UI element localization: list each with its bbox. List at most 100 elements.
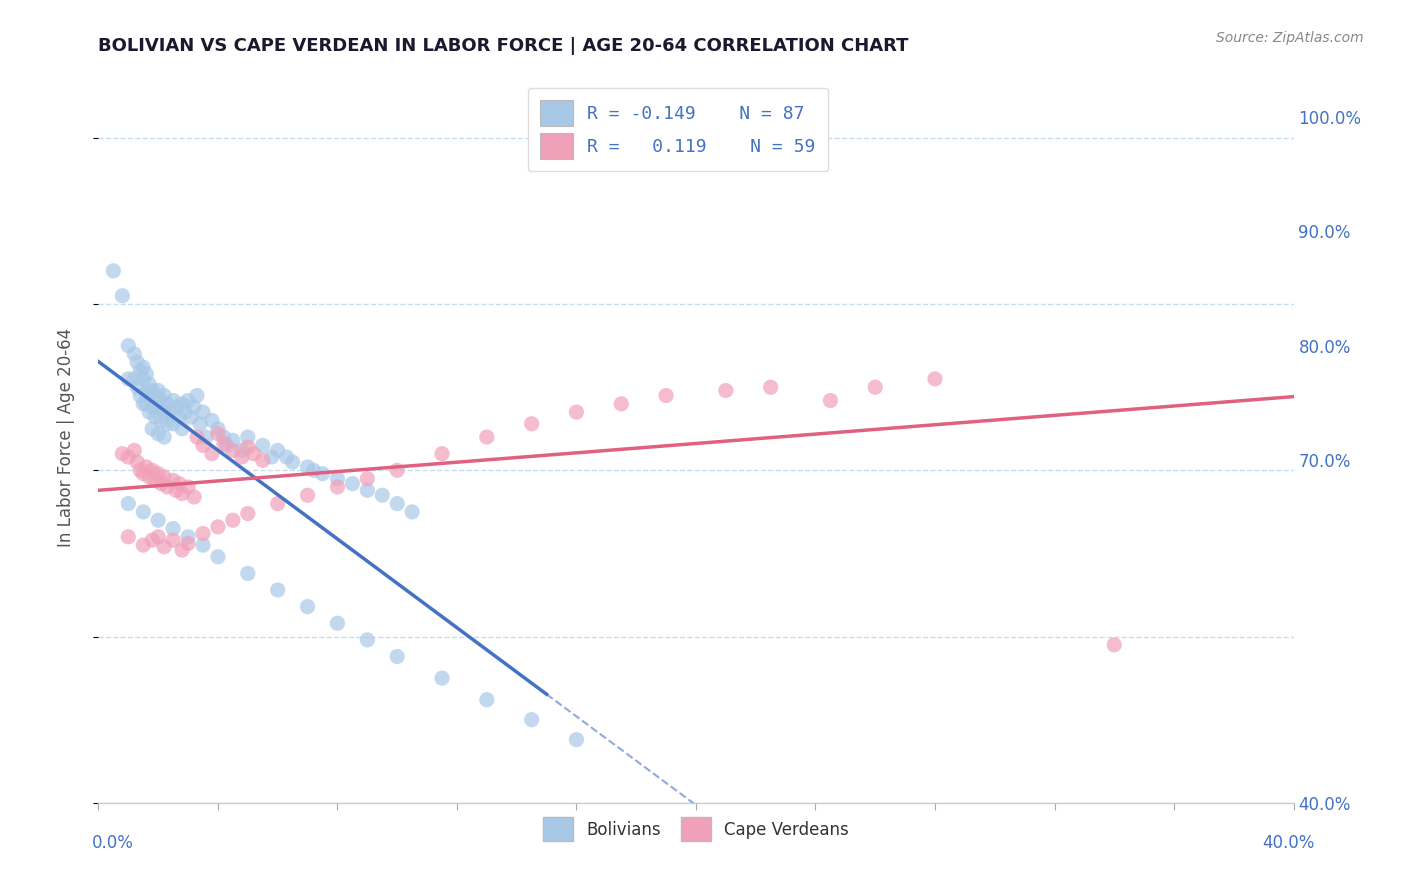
Point [159, 405, 181, 419]
Point [135, 397, 157, 411]
Point [236, 566, 259, 581]
Point [207, 520, 229, 534]
Point [302, 463, 325, 477]
Point [132, 467, 155, 481]
Point [865, 380, 887, 394]
Point [297, 599, 319, 614]
Point [117, 339, 139, 353]
Point [132, 505, 155, 519]
Point [165, 483, 187, 498]
Text: 40.0%: 40.0% [1263, 834, 1315, 852]
Point [135, 367, 157, 381]
Point [162, 533, 184, 548]
Point [207, 426, 229, 441]
Point [356, 472, 378, 486]
Point [207, 422, 229, 436]
Point [186, 388, 208, 402]
Point [188, 417, 211, 431]
Point [212, 436, 235, 450]
Point [138, 470, 160, 484]
Point [156, 417, 179, 431]
Point [180, 410, 202, 425]
Point [174, 405, 197, 419]
Point [127, 380, 149, 394]
Point [191, 538, 214, 552]
Point [127, 355, 149, 369]
Point [141, 463, 163, 477]
Point [148, 400, 170, 414]
Point [132, 538, 155, 552]
Point [127, 455, 149, 469]
Point [201, 447, 224, 461]
Point [148, 384, 170, 398]
Point [124, 372, 146, 386]
Point [111, 289, 134, 303]
Point [231, 450, 253, 464]
Text: Source: ZipAtlas.com: Source: ZipAtlas.com [1216, 31, 1364, 45]
Point [195, 430, 218, 444]
Point [520, 713, 543, 727]
Point [326, 480, 349, 494]
Point [267, 582, 290, 597]
Point [267, 443, 290, 458]
Point [177, 480, 200, 494]
Point [356, 632, 378, 647]
Point [236, 430, 259, 444]
Point [820, 393, 842, 408]
Point [172, 486, 194, 500]
Point [132, 372, 155, 386]
Point [153, 388, 176, 402]
Point [162, 473, 184, 487]
Point [475, 692, 498, 706]
Point [655, 388, 678, 402]
Point [297, 488, 319, 502]
Point [143, 473, 166, 487]
Point [117, 497, 139, 511]
Point [141, 533, 163, 548]
Point [610, 397, 633, 411]
Point [183, 490, 205, 504]
Point [222, 443, 245, 458]
Point [153, 430, 176, 444]
Point [153, 470, 176, 484]
Point [143, 410, 166, 425]
Point [135, 460, 157, 475]
Point [222, 513, 245, 527]
Point [430, 671, 453, 685]
Point [148, 530, 170, 544]
Point [141, 422, 163, 436]
Point [117, 372, 139, 386]
Point [565, 405, 588, 419]
Point [281, 455, 304, 469]
Point [565, 732, 588, 747]
Point [260, 450, 283, 464]
Point [150, 413, 173, 427]
Point [172, 422, 194, 436]
Text: 0.0%: 0.0% [91, 834, 134, 852]
Point [124, 347, 146, 361]
Point [243, 447, 266, 461]
Point [162, 393, 184, 408]
Point [117, 530, 139, 544]
Point [162, 417, 184, 431]
Point [167, 476, 190, 491]
Point [207, 549, 229, 564]
Point [215, 438, 238, 452]
Point [177, 393, 200, 408]
Point [371, 488, 394, 502]
Point [172, 397, 194, 411]
Point [326, 616, 349, 631]
Point [191, 405, 214, 419]
Point [167, 410, 190, 425]
Point [153, 405, 176, 419]
Point [172, 543, 194, 558]
Point [231, 443, 253, 458]
Point [430, 447, 453, 461]
Point [186, 430, 208, 444]
Point [401, 505, 423, 519]
Point [141, 384, 163, 398]
Point [132, 397, 155, 411]
Point [141, 400, 163, 414]
Point [153, 540, 176, 554]
Point [135, 385, 157, 400]
